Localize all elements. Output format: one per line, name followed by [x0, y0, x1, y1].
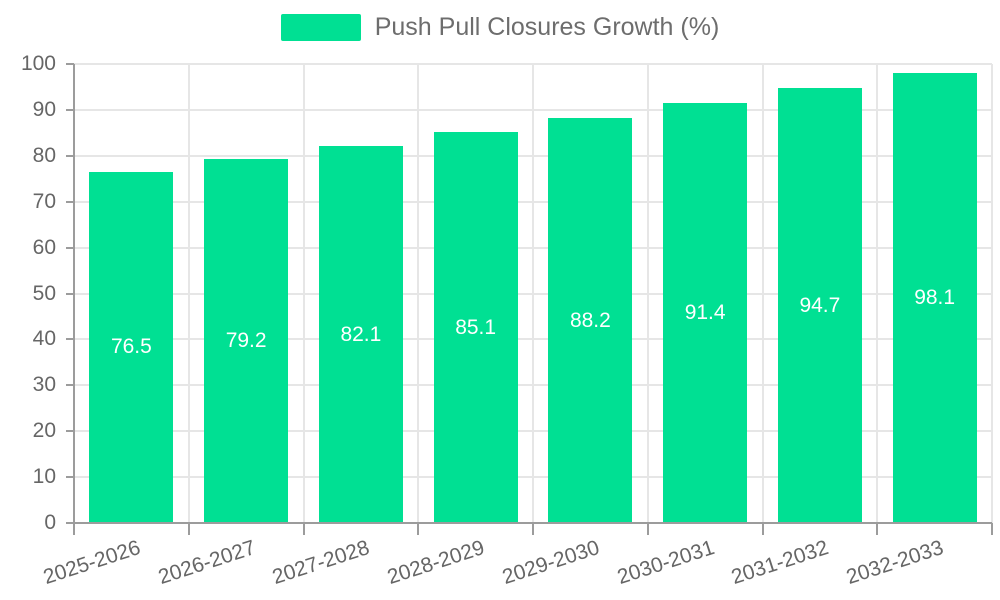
bar[interactable]: 82.1: [318, 146, 403, 523]
bar-value-label: 98.1: [914, 285, 956, 309]
bar[interactable]: 85.1: [433, 132, 518, 523]
gridline-vertical: [646, 64, 649, 523]
x-axis-label: 2027-2028: [270, 536, 373, 589]
y-axis-label: 60: [32, 235, 56, 259]
bar[interactable]: 98.1: [892, 72, 977, 523]
y-axis-tick: [66, 200, 74, 203]
x-axis-label: 2026-2027: [155, 536, 258, 589]
y-axis-label: 70: [32, 189, 56, 213]
x-axis-tick: [876, 523, 879, 535]
y-axis-tick: [66, 338, 74, 341]
gridline-vertical: [876, 64, 879, 523]
bar[interactable]: 94.7: [777, 88, 862, 523]
y-axis-tick: [66, 430, 74, 433]
y-axis-tick: [66, 292, 74, 295]
x-axis-tick: [761, 523, 764, 535]
gridline-vertical: [761, 64, 764, 523]
gridline-vertical: [991, 64, 993, 523]
x-axis-tick: [73, 523, 75, 535]
bar[interactable]: 79.2: [204, 159, 289, 523]
bar-value-label: 82.1: [340, 322, 382, 346]
gridline-vertical: [532, 64, 534, 523]
x-axis-label: 2029-2030: [499, 536, 603, 589]
bar-value-label: 88.2: [569, 308, 611, 332]
bar-value-label: 79.2: [225, 329, 267, 353]
gridline-vertical: [417, 64, 420, 523]
x-axis-label: 2025-2026: [40, 536, 144, 589]
y-axis-label: 90: [32, 97, 56, 121]
x-axis-tick: [417, 523, 420, 535]
y-axis-label: 40: [32, 327, 56, 351]
bar[interactable]: 76.5: [89, 171, 174, 523]
legend-swatch: [280, 14, 361, 41]
y-axis-label: 0: [44, 511, 56, 534]
bar-value-label: 91.4: [684, 301, 726, 325]
y-axis-tick: [66, 384, 74, 387]
x-axis-tick: [187, 523, 190, 535]
y-axis-tick: [66, 246, 74, 249]
y-axis-tick: [66, 154, 74, 157]
legend[interactable]: Push Pull Closures Growth (%): [0, 14, 1000, 41]
bar-value-label: 94.7: [799, 293, 841, 317]
x-axis-tick: [532, 523, 534, 535]
y-axis-tick: [66, 63, 74, 65]
y-axis-label: 50: [32, 281, 56, 305]
x-axis-label: 2030-2031: [614, 536, 717, 589]
x-axis-line: [66, 522, 992, 524]
gridline-vertical: [187, 64, 190, 523]
bar[interactable]: 88.2: [548, 118, 633, 523]
bar-value-label: 85.1: [455, 315, 497, 339]
y-axis-tick: [66, 108, 74, 111]
y-axis-line: [73, 64, 75, 523]
y-axis-label: 30: [32, 373, 56, 397]
gridline-vertical: [302, 64, 305, 523]
x-axis-label: 2031-2032: [729, 536, 832, 589]
y-axis-label: 100: [20, 52, 56, 75]
x-axis-label: 2032-2033: [843, 536, 947, 589]
y-axis-tick: [66, 476, 74, 479]
y-axis-label: 10: [32, 465, 56, 489]
y-axis-label: 20: [32, 419, 56, 443]
y-axis-label: 80: [32, 143, 56, 167]
bar-value-label: 76.5: [110, 335, 152, 359]
bar[interactable]: 91.4: [663, 103, 748, 523]
x-axis-label: 2028-2029: [384, 536, 488, 589]
x-axis-tick: [646, 523, 649, 535]
x-axis-tick: [991, 523, 993, 535]
legend-label: Push Pull Closures Growth (%): [374, 13, 720, 41]
x-axis-tick: [302, 523, 305, 535]
